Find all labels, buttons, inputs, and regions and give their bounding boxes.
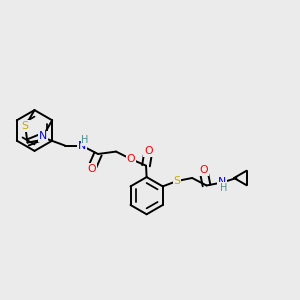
Text: O: O: [127, 154, 135, 164]
Text: S: S: [22, 121, 29, 131]
Text: S: S: [174, 176, 181, 186]
Text: N: N: [39, 131, 47, 141]
Text: H: H: [220, 183, 228, 193]
Text: N: N: [218, 178, 226, 188]
Text: H: H: [81, 135, 89, 145]
Text: O: O: [199, 166, 208, 176]
Text: O: O: [87, 164, 96, 174]
Text: N: N: [77, 141, 86, 151]
Text: O: O: [144, 146, 153, 156]
